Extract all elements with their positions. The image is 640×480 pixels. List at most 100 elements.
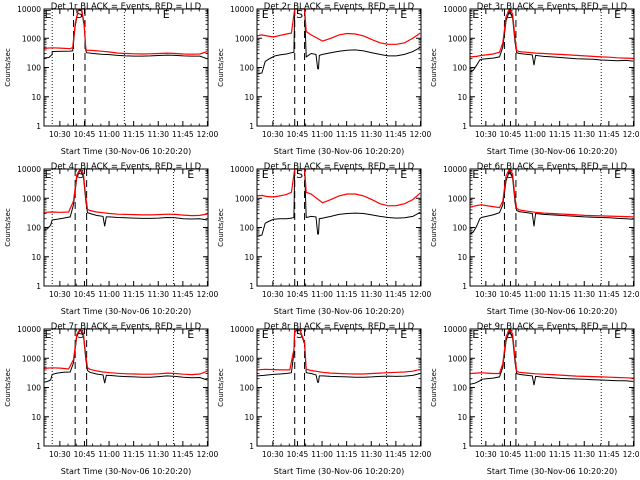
detector-panel: Det 7r BLACK = Events, RED = LLD Counts/s… [4, 322, 218, 476]
x-tick-label: 11:00 [524, 130, 546, 139]
detector-panel: Det 6r BLACK = Events, RED = LLD Counts/s… [430, 162, 640, 316]
detector-panel: Det 5r BLACK = Events, RED = LLD Counts/s… [217, 162, 431, 316]
region-letter: E [45, 8, 52, 21]
detector-panel: Det 2r BLACK = Events, RED = LLD Counts/s… [217, 2, 431, 156]
x-tick-label: 11:30 [147, 130, 169, 139]
region-letter: E [400, 168, 407, 181]
x-tick-label: 11:45 [598, 290, 620, 299]
plot-frame [469, 168, 635, 287]
detector-panel: Det 9r BLACK = Events, RED = LLD Counts/s… [430, 322, 640, 476]
y-tick-label: 100 [453, 384, 468, 393]
x-tick-label: 10:45 [500, 450, 522, 459]
events-series-line [44, 9, 208, 60]
panel-title: Det 5r BLACK = Events, RED = LLD [264, 162, 415, 172]
x-tick-label: 10:30 [475, 290, 497, 299]
region-letter: S [296, 328, 303, 341]
x-tick-label: 12:00 [623, 290, 640, 299]
region-letter: E [614, 168, 621, 181]
y-tick-label: 1 [462, 282, 467, 291]
x-tick-label: 11:15 [336, 130, 358, 139]
y-tick-label: 1 [462, 122, 467, 131]
y-tick-label: 1 [249, 442, 254, 451]
y-axis-label: Counts/sec [430, 48, 438, 87]
x-tick-label: 11:30 [360, 130, 382, 139]
x-tick-label: 11:45 [385, 290, 407, 299]
x-tick-label: 11:00 [524, 450, 546, 459]
x-tick-label: 10:30 [262, 290, 284, 299]
x-tick-label: 11:30 [360, 450, 382, 459]
y-tick-label: 10000 [17, 5, 41, 14]
lld-series-line [257, 329, 421, 375]
plot-frame [469, 8, 635, 127]
x-tick-label: 12:00 [197, 130, 219, 139]
x-tick-label: 12:00 [197, 290, 219, 299]
y-tick-label: 10 [244, 253, 254, 262]
y-axis-label: Counts/sec [217, 368, 225, 407]
plot-frame [43, 328, 209, 447]
y-axis-label: Counts/sec [217, 48, 225, 87]
x-tick-label: 11:45 [172, 450, 194, 459]
y-axis-label: Counts/sec [4, 368, 12, 407]
region-letter: S [507, 168, 514, 181]
region-letter: S [296, 8, 303, 21]
y-tick-label: 10 [244, 413, 254, 422]
y-tick-label: 1000 [448, 354, 467, 363]
region-letter: E [472, 8, 479, 21]
y-tick-label: 10 [457, 253, 467, 262]
lld-series-line [470, 9, 634, 59]
x-tick-label: 11:30 [360, 290, 382, 299]
y-tick-label: 10 [31, 93, 41, 102]
y-tick-label: 100 [453, 64, 468, 73]
x-tick-label: 10:30 [262, 130, 284, 139]
x-axis-label: Start Time (30-Nov-06 10:20:20) [61, 147, 191, 156]
y-tick-label: 1000 [235, 194, 254, 203]
events-series-line [257, 9, 421, 75]
region-letter: E [472, 328, 479, 341]
region-letter: S [77, 168, 84, 181]
x-axis-label: Start Time (30-Nov-06 10:20:20) [274, 147, 404, 156]
plot-frame [43, 8, 209, 127]
region-letter: E [163, 8, 170, 21]
y-tick-label: 10000 [230, 165, 254, 174]
x-tick-label: 11:00 [311, 450, 333, 459]
events-series-line [44, 169, 208, 231]
region-letter: S [507, 8, 514, 21]
y-axis-label: Counts/sec [217, 208, 225, 247]
y-axis-label: Counts/sec [430, 208, 438, 247]
y-tick-label: 10 [457, 413, 467, 422]
x-tick-label: 10:30 [475, 450, 497, 459]
y-axis-label: Counts/sec [4, 208, 12, 247]
lld-series-line [44, 329, 208, 376]
region-letter: S [296, 168, 303, 181]
x-tick-label: 12:00 [623, 450, 640, 459]
region-letter: E [262, 168, 269, 181]
x-tick-label: 10:45 [500, 130, 522, 139]
x-tick-label: 10:30 [49, 450, 71, 459]
x-tick-label: 11:30 [147, 450, 169, 459]
region-letter: S [77, 328, 84, 341]
x-axis-label: Start Time (30-Nov-06 10:20:20) [61, 467, 191, 476]
x-tick-label: 10:45 [74, 130, 96, 139]
x-tick-label: 11:45 [385, 450, 407, 459]
x-axis-label: Start Time (30-Nov-06 10:20:20) [487, 467, 617, 476]
detector-panel: Det 8r BLACK = Events, RED = LLD Counts/s… [217, 322, 431, 476]
x-tick-label: 11:45 [598, 450, 620, 459]
y-tick-label: 100 [27, 224, 42, 233]
x-tick-label: 10:30 [49, 130, 71, 139]
region-letter: E [45, 168, 52, 181]
x-tick-label: 10:30 [49, 290, 71, 299]
y-tick-label: 10000 [443, 165, 467, 174]
x-tick-label: 10:45 [74, 450, 96, 459]
x-tick-label: 11:30 [573, 450, 595, 459]
y-axis-label: Counts/sec [4, 48, 12, 87]
x-tick-label: 12:00 [410, 290, 432, 299]
x-tick-label: 12:00 [410, 130, 432, 139]
y-tick-label: 100 [240, 64, 255, 73]
region-letter: E [614, 8, 621, 21]
y-tick-label: 10000 [443, 325, 467, 334]
y-tick-label: 100 [240, 384, 255, 393]
x-tick-label: 11:15 [123, 290, 145, 299]
y-tick-label: 10000 [443, 5, 467, 14]
panel-title: Det 1r BLACK = Events, RED = LLD [51, 2, 202, 12]
x-tick-label: 11:15 [549, 130, 571, 139]
